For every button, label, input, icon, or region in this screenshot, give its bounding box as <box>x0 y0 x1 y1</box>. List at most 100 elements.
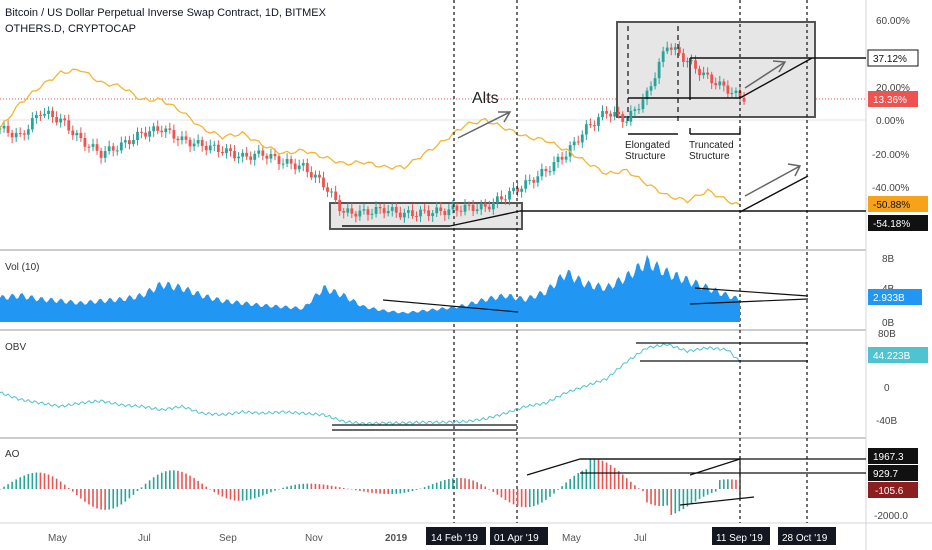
ao-bar <box>472 480 474 489</box>
candle-body <box>301 163 305 166</box>
svg-text:-40B: -40B <box>876 416 897 427</box>
ao-bar <box>173 470 175 489</box>
candle-body <box>140 131 143 133</box>
candle-body <box>637 109 641 111</box>
candle-body <box>152 126 156 132</box>
candle-body <box>95 144 99 151</box>
candle-body <box>18 133 22 135</box>
candle-body <box>176 138 180 141</box>
ao-bar <box>217 489 220 495</box>
ao-bar <box>19 477 22 489</box>
ao-bar <box>318 484 321 489</box>
candle-body <box>180 136 184 141</box>
ao-bar <box>11 481 13 489</box>
svg-text:Jul: Jul <box>634 533 647 544</box>
ao-bar <box>338 487 341 489</box>
ao-bar <box>387 489 389 495</box>
ao-bar <box>7 484 9 489</box>
ao-bar <box>723 479 725 489</box>
candle-body <box>47 110 50 114</box>
svg-text:Sep: Sep <box>219 533 237 544</box>
candle-body <box>115 150 119 152</box>
svg-text:May: May <box>48 533 67 544</box>
ao-bar <box>156 474 159 489</box>
ao-bar <box>298 484 301 489</box>
candle-body <box>192 143 196 147</box>
candle-body <box>297 165 301 170</box>
candle-body <box>221 151 224 154</box>
candle-body <box>613 111 617 117</box>
tag-13: 13.36% <box>873 95 907 106</box>
x-axis: May Jul Sep Nov 2019 14 Feb '19 01 Apr '… <box>48 527 836 545</box>
ao-bar <box>698 489 701 499</box>
ao-bar <box>359 489 361 491</box>
candle-body <box>690 60 693 62</box>
candle-body <box>491 202 495 210</box>
candle-body <box>394 207 398 213</box>
candle-body <box>730 93 734 95</box>
candle-body <box>2 125 6 129</box>
ao-bar <box>257 489 260 497</box>
svg-text:Nov: Nov <box>305 533 323 544</box>
candle-body <box>645 90 649 100</box>
ao-bar <box>714 489 717 492</box>
candle-body <box>318 174 321 178</box>
ao-bar <box>342 487 345 489</box>
candle-body <box>253 153 257 160</box>
candle-body <box>435 207 439 214</box>
svg-text:28 Oct '19: 28 Oct '19 <box>782 533 828 544</box>
ao-bar <box>80 489 82 499</box>
ao-bar <box>169 470 171 489</box>
candle-body <box>641 99 645 110</box>
candle-body <box>216 144 220 152</box>
ao-bar <box>609 464 612 489</box>
ao-bar <box>706 489 709 495</box>
ao-bar <box>456 477 458 489</box>
candle-body <box>172 129 176 139</box>
ao-bar <box>448 479 450 489</box>
ao-bar <box>557 489 559 490</box>
ao-bar <box>735 479 737 489</box>
candle-body <box>362 209 366 211</box>
candle-body <box>629 110 633 122</box>
ao-bar <box>282 487 284 489</box>
overlay-symbol: OTHERS.D, CRYPTOCAP <box>5 23 136 35</box>
candle-body <box>342 211 346 213</box>
candle-body <box>208 145 212 151</box>
ao-bar <box>108 489 110 510</box>
candle-body <box>123 140 127 143</box>
candle-body <box>714 83 718 86</box>
ao-bar <box>541 489 543 503</box>
ao-bar <box>488 489 491 490</box>
ao-bar <box>411 489 414 492</box>
candle-body <box>338 200 342 212</box>
ao-bar <box>96 489 98 509</box>
candle-body <box>694 60 697 69</box>
candle-body <box>439 207 443 212</box>
ao-bar <box>47 474 50 489</box>
candle-body <box>79 132 83 138</box>
ao-bar <box>545 489 547 500</box>
svg-text:60.00%: 60.00% <box>876 16 910 27</box>
candle-body <box>710 74 714 84</box>
candle-body <box>479 203 483 210</box>
ao-bar <box>524 489 527 508</box>
ao-bar <box>617 471 620 489</box>
ao-bar <box>262 489 264 496</box>
ao-bar <box>642 489 644 492</box>
candle-body <box>103 151 107 158</box>
candle-body <box>673 47 677 50</box>
candle-body <box>277 156 281 165</box>
svg-text:0.00%: 0.00% <box>876 116 904 127</box>
ao-bar <box>229 489 232 500</box>
ao-bar <box>71 489 74 492</box>
ao-bar <box>92 489 94 507</box>
tag-ao-mid: 929.7 <box>873 469 898 480</box>
candle-body <box>91 144 95 147</box>
ao-histogram <box>0 459 737 515</box>
date-markers <box>453 0 808 523</box>
candle-body <box>556 156 560 163</box>
candle-body <box>293 163 297 170</box>
